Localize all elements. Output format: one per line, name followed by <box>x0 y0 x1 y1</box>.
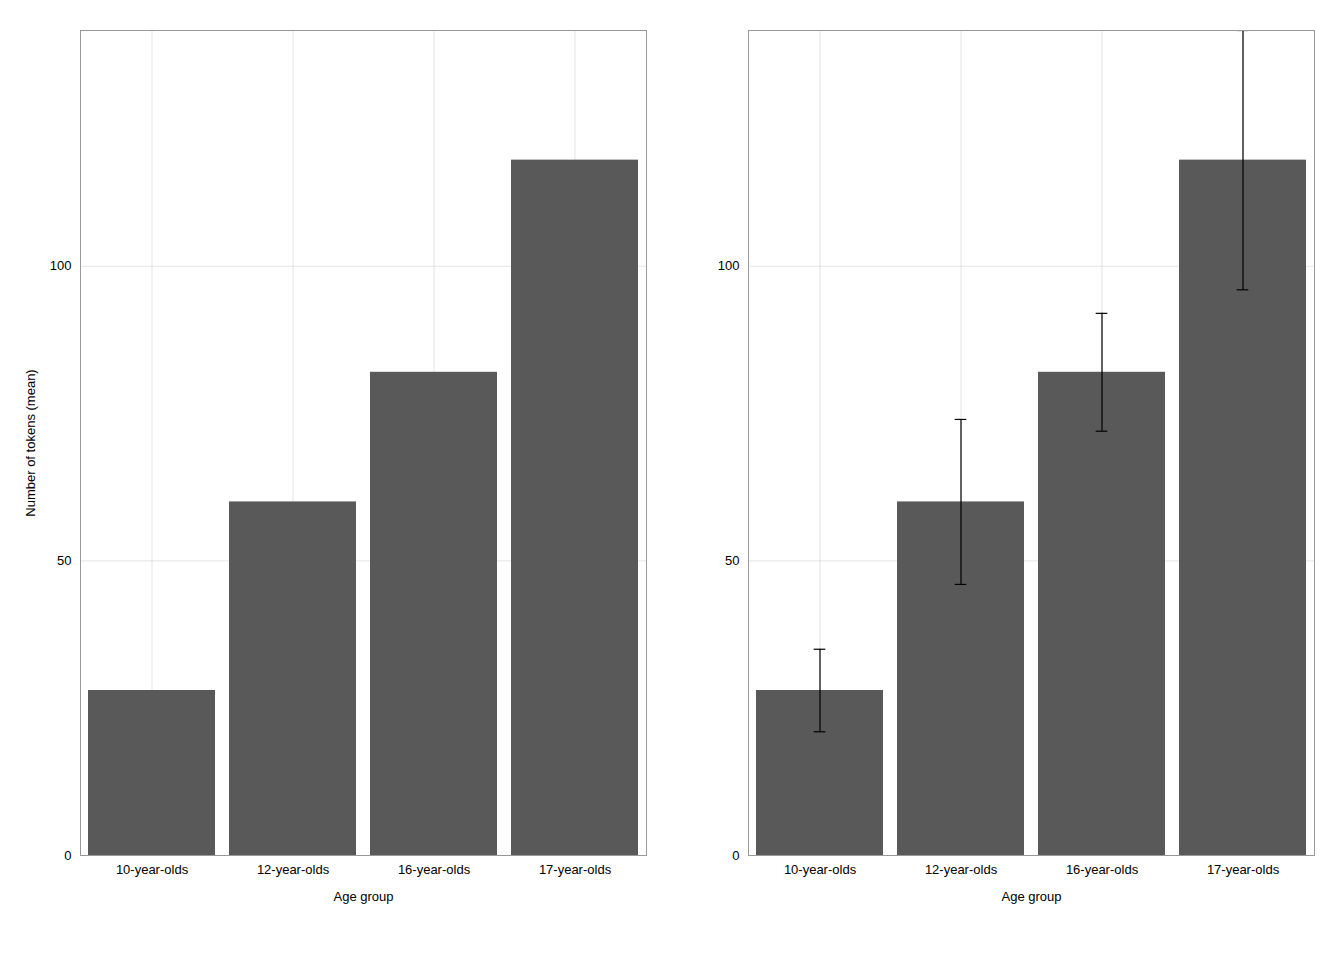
svg-text:16-year-olds: 16-year-olds <box>398 862 471 877</box>
svg-text:50: 50 <box>57 553 71 568</box>
svg-text:16-year-olds: 16-year-olds <box>1066 862 1139 877</box>
svg-text:12-year-olds: 12-year-olds <box>925 862 998 877</box>
svg-text:50: 50 <box>725 553 739 568</box>
svg-text:0: 0 <box>64 848 71 863</box>
svg-text:17-year-olds: 17-year-olds <box>539 862 612 877</box>
svg-text:17-year-olds: 17-year-olds <box>1207 862 1280 877</box>
svg-text:12-year-olds: 12-year-olds <box>257 862 330 877</box>
svg-text:100: 100 <box>718 258 740 273</box>
svg-text:Age group: Age group <box>1002 889 1062 904</box>
svg-text:10-year-olds: 10-year-olds <box>784 862 857 877</box>
svg-text:Number of tokens (mean): Number of tokens (mean) <box>23 369 38 516</box>
svg-text:10-year-olds: 10-year-olds <box>116 862 189 877</box>
svg-text:0: 0 <box>732 848 739 863</box>
svg-text:100: 100 <box>50 258 72 273</box>
svg-text:Age group: Age group <box>334 889 394 904</box>
